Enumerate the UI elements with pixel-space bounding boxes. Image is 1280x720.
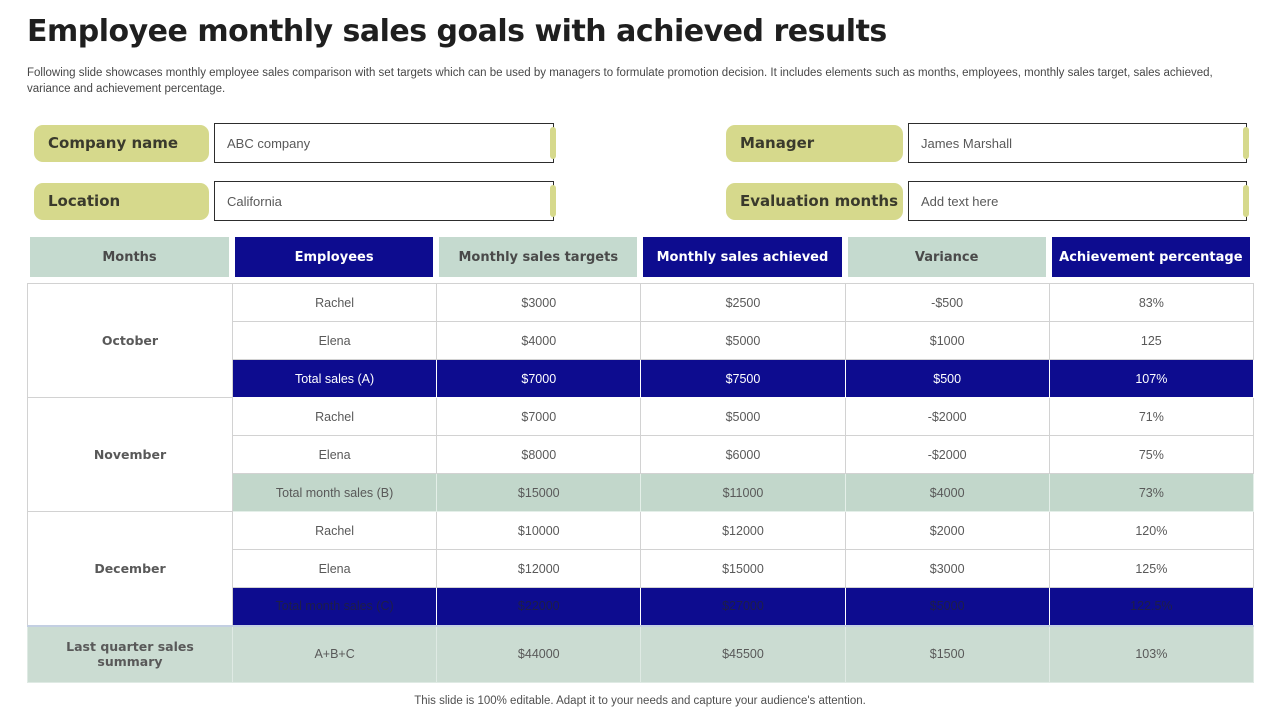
cell: $12000 [436,549,642,588]
month-cell-december: December [27,511,233,626]
form-row-1: Company name Manager [34,123,1249,163]
cell: $27000 [640,587,846,626]
cell: Rachel [231,283,438,322]
total-row-october: Total sales (A) $7000 $7500 $500 107% [28,359,1254,398]
cell: -$2000 [844,397,1050,436]
cell: $45500 [640,624,846,683]
cell: 103% [1048,624,1254,683]
location-field-wrap [214,181,556,221]
cell: 120% [1048,511,1254,550]
cell: $3000 [436,283,642,322]
cell: $5000 [640,321,846,360]
cell: Elena [231,321,438,360]
table-row: Elena $4000 $5000 $1000 125 [28,321,1254,360]
cell: 73% [1048,473,1254,512]
cell: 83% [1048,283,1254,322]
input-accent-bar [550,185,556,217]
cell: Elena [231,435,438,474]
cell: $2000 [844,511,1050,550]
cell: $4000 [844,473,1050,512]
evaluation-months-label: Evaluation months [726,182,903,220]
cell: 71% [1048,397,1254,436]
cell: 107% [1048,359,1254,398]
cell: $7000 [436,359,642,398]
table-row: October Rachel $3000 $2500 -$500 83% [27,283,1254,398]
col-header-months: Months [30,237,229,277]
cell: $6000 [640,435,846,474]
table-row: Elena $12000 $15000 $3000 125% [28,549,1254,588]
cell: $22000 [436,587,642,626]
cell: 125 [1048,321,1254,360]
cell: 125% [1048,549,1254,588]
table-header: Months Employees Monthly sales targets M… [27,237,1253,277]
cell: -$2000 [844,435,1050,474]
evaluation-months-field-wrap [908,181,1249,221]
cell: $15000 [640,549,846,588]
editable-note: This slide is 100% editable. Adapt it to… [414,695,866,707]
col-header-employees: Employees [235,237,434,277]
manager-label: Manager [726,124,903,162]
table-row: Elena $8000 $6000 -$2000 75% [28,435,1254,474]
cell: $5000 [640,397,846,436]
col-header-monthly-sales-achieved: Monthly sales achieved [643,237,842,277]
location-input[interactable] [214,181,554,221]
company-name-label: Company name [34,124,209,162]
cell: 122.5% [1048,587,1254,626]
company-name-field-wrap [214,123,556,163]
table-row: December Rachel $10000 $12000 $2000 120% [27,511,1254,626]
company-name-input[interactable] [214,123,554,163]
manager-input[interactable] [908,123,1247,163]
month-cell-october: October [27,283,233,398]
cell: $1500 [844,624,1050,683]
cell: $10000 [436,511,642,550]
cell: Rachel [231,511,438,550]
cell: $5000 [844,587,1050,626]
col-header-monthly-sales-targets: Monthly sales targets [439,237,638,277]
cell: $8000 [436,435,642,474]
cell: $7500 [640,359,846,398]
location-label: Location [34,182,209,220]
summary-row: Last quarter sales summary A+B+C $44000 … [27,624,1254,683]
month-cell-november: November [27,397,233,512]
page-title: Employee monthly sales goals with achiev… [27,14,887,49]
cell: Rachel [231,397,438,436]
page-subtitle: Following slide showcases monthly employ… [27,67,1213,95]
evaluation-months-input[interactable] [908,181,1247,221]
table-row: November Rachel $7000 $5000 -$2000 71% [27,397,1254,512]
cell: A+B+C [231,624,438,683]
cell: $11000 [640,473,846,512]
cell: $4000 [436,321,642,360]
input-accent-bar [1243,185,1249,217]
cell: 75% [1048,435,1254,474]
summary-label: Last quarter sales summary [27,624,233,683]
form-row-2: Location Evaluation months [34,181,1249,221]
input-accent-bar [550,127,556,159]
total-row-november: Total month sales (B) $15000 $11000 $400… [28,473,1254,512]
cell: $3000 [844,549,1050,588]
input-accent-bar [1243,127,1249,159]
col-header-achievement-percentage: Achievement percentage [1051,237,1250,277]
manager-field-wrap [908,123,1249,163]
cell: $44000 [436,624,642,683]
cell: Elena [231,549,438,588]
total-row-december: Total month sales (C) $22000 $27000 $500… [28,587,1254,626]
cell: $2500 [640,283,846,322]
cell: Total month sales (C) [231,587,438,626]
cell: $12000 [640,511,846,550]
cell: $15000 [436,473,642,512]
col-header-variance: Variance [847,237,1046,277]
cell: Total month sales (B) [231,473,438,512]
cell: -$500 [844,283,1050,322]
cell: $500 [844,359,1050,398]
cell: Total sales (A) [231,359,438,398]
cell: $1000 [844,321,1050,360]
sales-table: October Rachel $3000 $2500 -$500 83% Ele… [27,283,1254,683]
cell: $7000 [436,397,642,436]
